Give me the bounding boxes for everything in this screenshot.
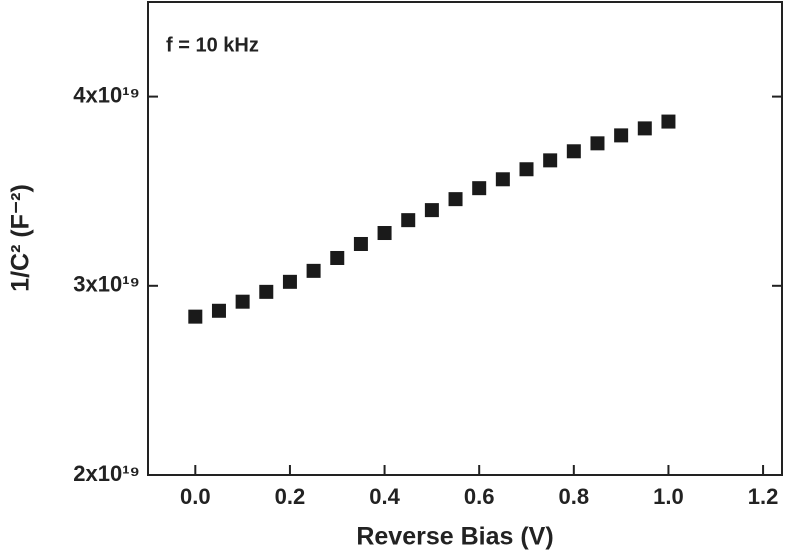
point: [330, 250, 345, 265]
y-tick-label: 2x10¹⁹: [73, 461, 140, 486]
point: [424, 203, 439, 218]
x-tick-label: 1.0: [653, 484, 684, 509]
point: [353, 236, 368, 251]
point: [519, 162, 534, 177]
x-tick-label: 0.0: [180, 484, 211, 509]
point: [472, 181, 487, 196]
point: [377, 226, 392, 241]
point: [401, 213, 416, 228]
point: [495, 172, 510, 187]
annotation: f = 10 kHz: [166, 34, 259, 56]
y-axis-label: 1/C² (F⁻²): [7, 184, 35, 292]
point: [259, 284, 274, 299]
point: [590, 136, 605, 151]
x-tick-label: 1.2: [748, 484, 779, 509]
point: [661, 114, 676, 129]
point: [566, 144, 581, 159]
x-tick-label: 0.2: [275, 484, 306, 509]
point: [235, 294, 250, 309]
point: [282, 274, 297, 289]
point: [543, 153, 558, 168]
y-tick-label: 3x10¹⁹: [73, 272, 140, 297]
point: [614, 128, 629, 143]
point: [188, 309, 203, 324]
plot-frame: [147, 1, 783, 476]
x-tick-label: 0.4: [369, 484, 400, 509]
point: [211, 303, 226, 318]
x-axis-label: Reverse Bias (V): [356, 523, 553, 551]
x-tick-label: 0.8: [559, 484, 590, 509]
y-tick-label: 4x10¹⁹: [73, 82, 140, 107]
point: [637, 121, 652, 136]
point: [448, 192, 463, 207]
point: [306, 263, 321, 278]
x-tick-label: 0.6: [464, 484, 495, 509]
